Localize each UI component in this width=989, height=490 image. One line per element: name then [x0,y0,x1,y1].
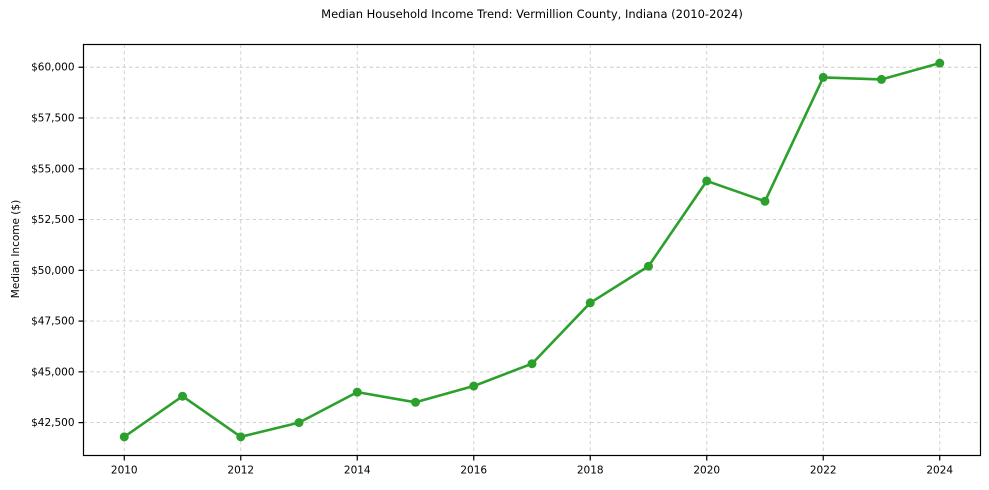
y-tick-label: $42,500 [31,417,74,429]
data-point [818,72,828,82]
y-tick-label: $55,000 [31,163,74,175]
x-tick-label: 2024 [926,465,953,477]
x-tick-label: 2020 [693,465,720,477]
axes [78,43,982,461]
data-point [294,418,304,428]
y-tick-label: $47,500 [31,316,74,328]
y-tick-label: $50,000 [31,265,74,277]
data-line [122,61,942,439]
data-point [876,74,886,84]
data-point [643,261,653,271]
data-point [352,387,362,397]
data-point [702,176,712,186]
x-tick-label: 2018 [577,465,604,477]
y-tick-label: $57,500 [31,113,74,125]
gridlines [83,44,981,456]
chart-title: Median Household Income Trend: Vermillio… [321,7,743,21]
data-point [527,359,537,369]
data-series [119,58,945,442]
y-tick-label: $60,000 [31,62,74,74]
y-tick-label: $45,000 [31,366,74,378]
plot-border [82,43,982,457]
data-point [411,397,421,407]
y-axis-label: Median Income ($) [10,199,22,299]
x-tick-label: 2016 [460,465,487,477]
x-tick-label: 2010 [111,465,138,477]
x-tick-label: 2022 [810,465,837,477]
data-point [469,381,479,391]
x-tick-label: 2014 [344,465,371,477]
data-point [760,196,770,206]
data-point [178,391,188,401]
tick-labels: $42,500 $45,000 $47,500 $50,000 $52,500 $55,0… [31,62,953,477]
data-point [935,58,945,68]
data-point [585,298,595,308]
y-tick-label: $52,500 [31,214,74,226]
data-point [119,432,129,442]
x-tick-label: 2012 [227,465,254,477]
data-point [236,432,246,442]
